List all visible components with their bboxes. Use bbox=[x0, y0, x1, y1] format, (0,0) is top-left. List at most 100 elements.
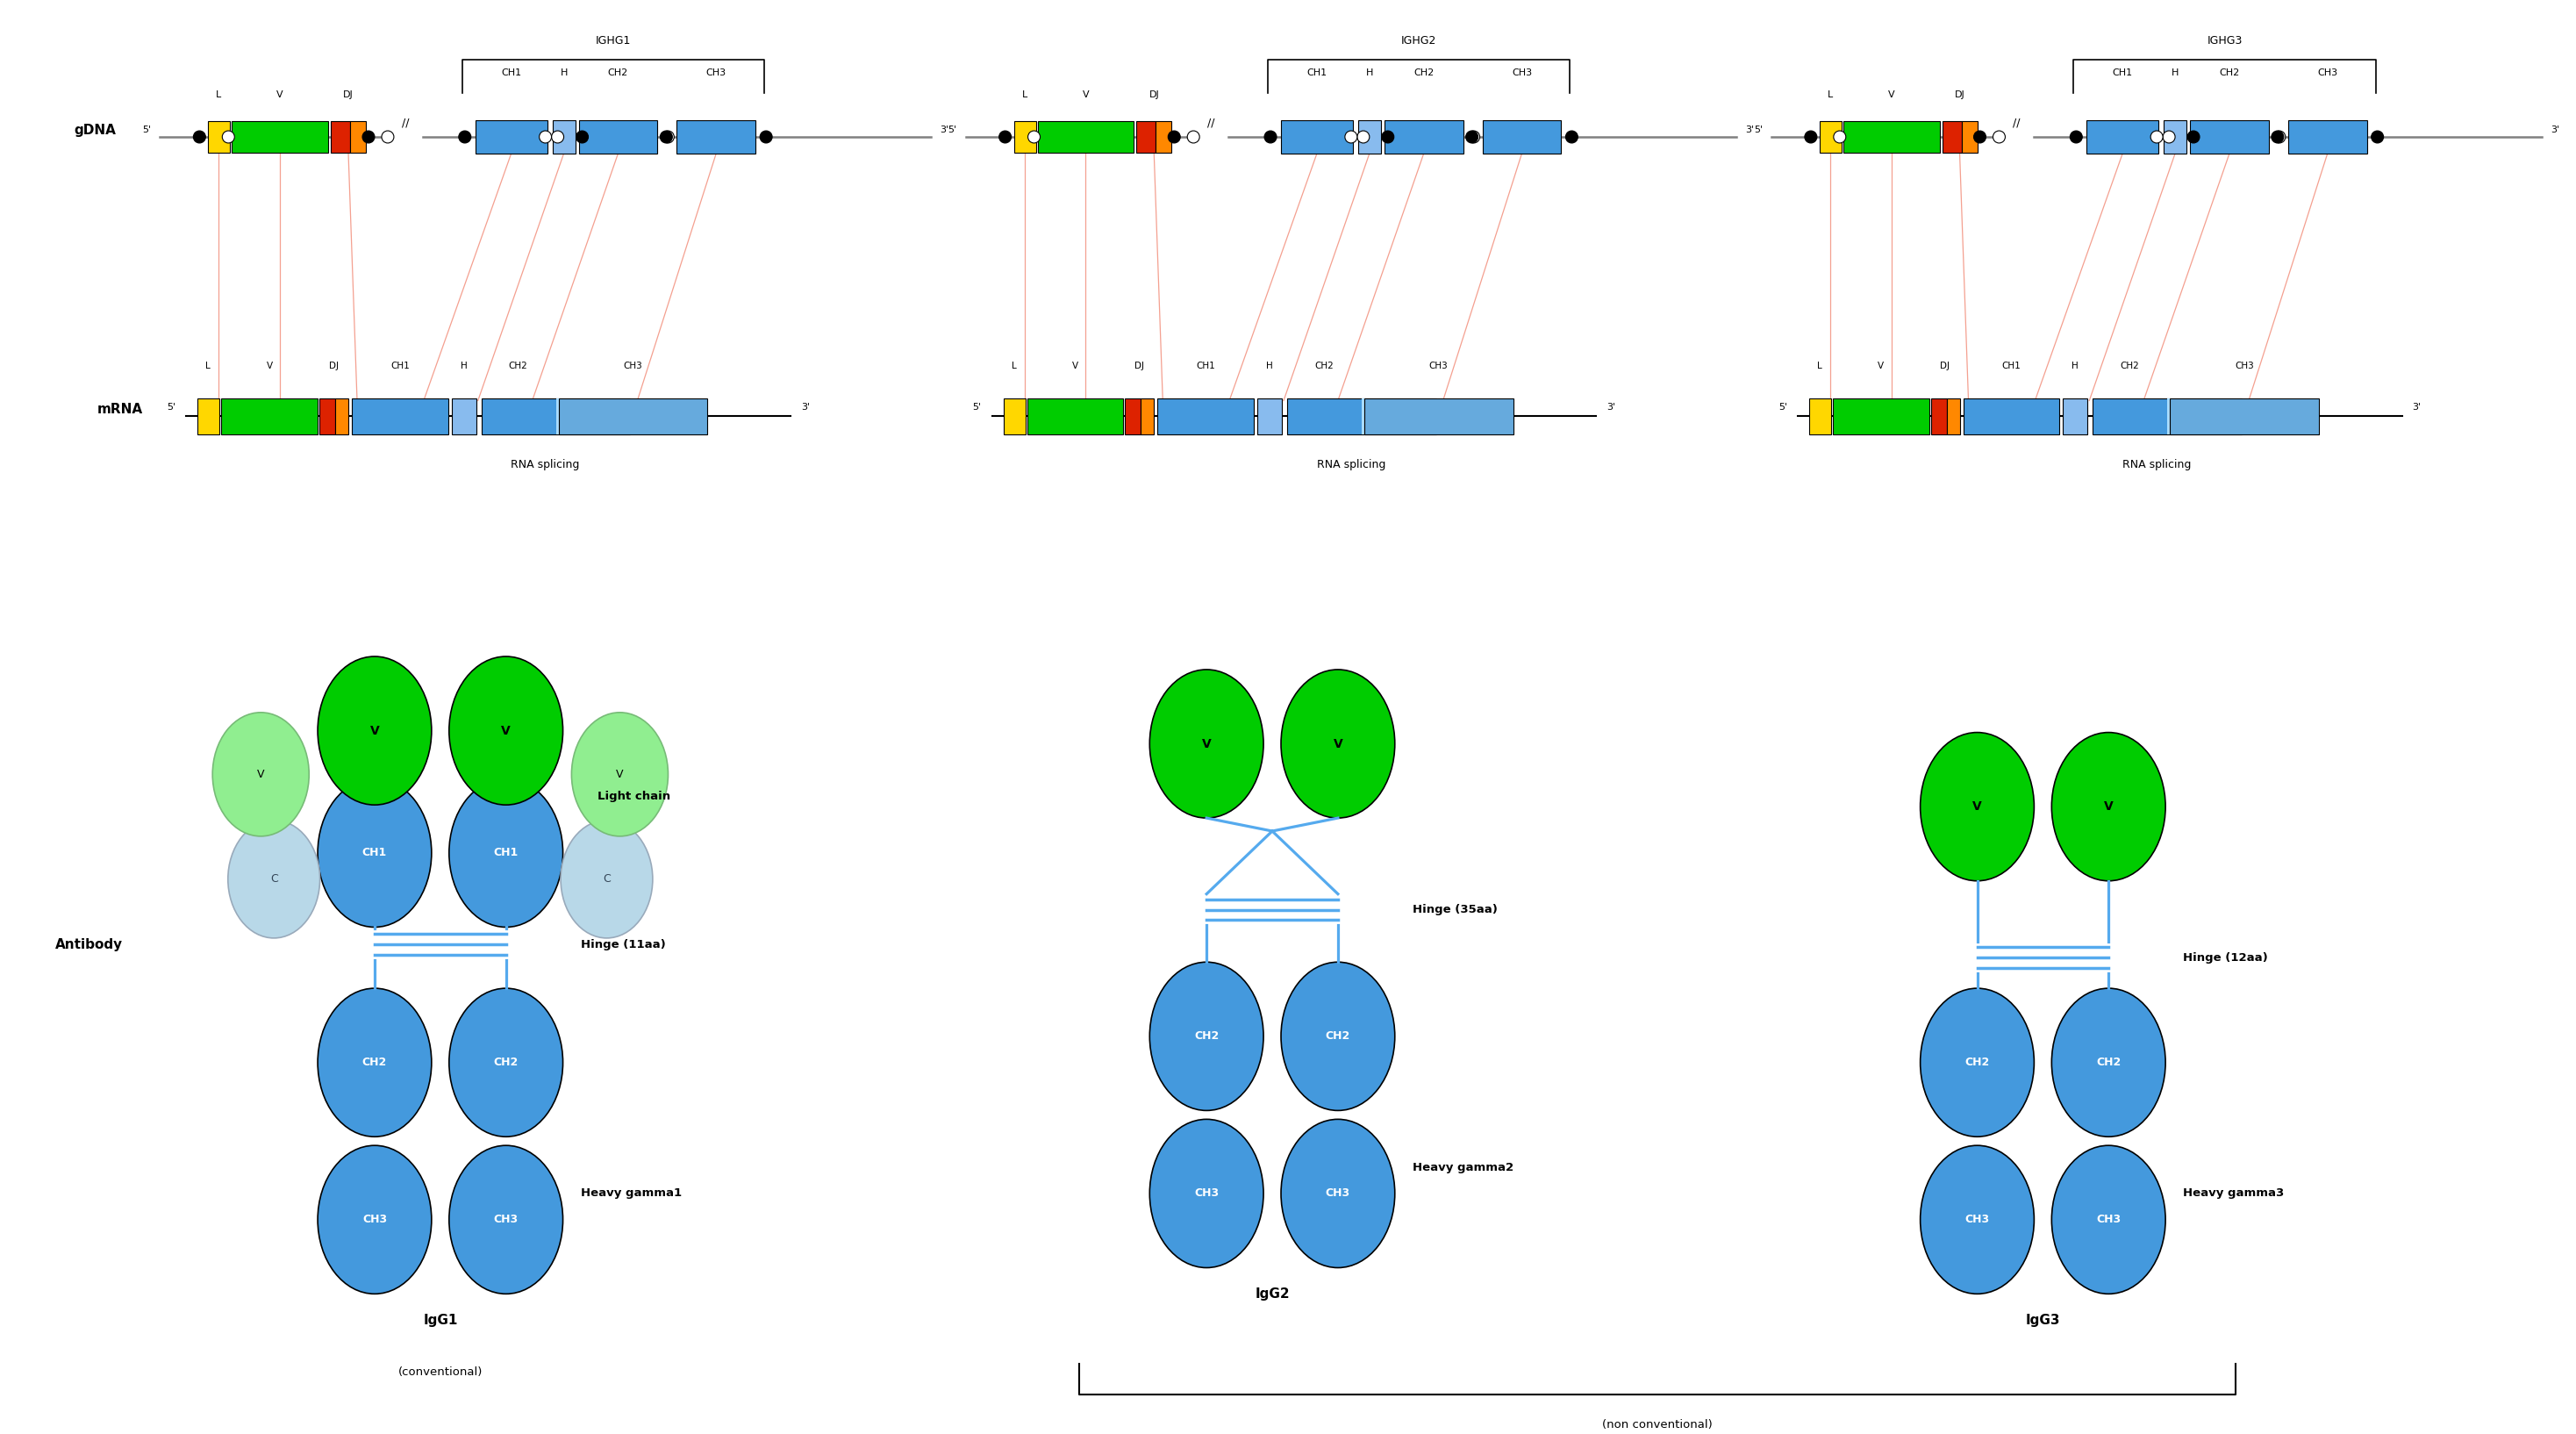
Text: CH3: CH3 bbox=[706, 69, 726, 77]
Text: Hinge (12aa): Hinge (12aa) bbox=[2182, 952, 2267, 964]
Text: Hinge (11aa): Hinge (11aa) bbox=[580, 939, 665, 951]
Circle shape bbox=[999, 130, 1012, 143]
Circle shape bbox=[2272, 130, 2285, 143]
FancyBboxPatch shape bbox=[1942, 122, 1960, 152]
Text: 3': 3' bbox=[2414, 403, 2421, 412]
Text: CH1: CH1 bbox=[502, 69, 520, 77]
Circle shape bbox=[2272, 130, 2285, 143]
Text: IgG2: IgG2 bbox=[1255, 1288, 1291, 1301]
Text: 5': 5' bbox=[948, 126, 956, 135]
Text: V: V bbox=[502, 724, 510, 737]
FancyBboxPatch shape bbox=[2164, 120, 2187, 153]
FancyBboxPatch shape bbox=[232, 122, 327, 152]
FancyBboxPatch shape bbox=[2063, 399, 2087, 435]
Text: RNA splicing: RNA splicing bbox=[2123, 459, 2192, 470]
Text: L: L bbox=[216, 90, 222, 99]
Text: //: // bbox=[2012, 116, 2020, 128]
FancyBboxPatch shape bbox=[2087, 120, 2159, 153]
FancyBboxPatch shape bbox=[559, 399, 708, 435]
Ellipse shape bbox=[448, 779, 564, 928]
Ellipse shape bbox=[317, 988, 433, 1137]
Text: V: V bbox=[1072, 361, 1079, 370]
Ellipse shape bbox=[317, 1146, 433, 1293]
Text: C: C bbox=[603, 873, 611, 885]
Text: CH2: CH2 bbox=[1195, 1031, 1218, 1043]
Text: 5': 5' bbox=[167, 403, 175, 412]
FancyBboxPatch shape bbox=[353, 399, 448, 435]
Text: CH3: CH3 bbox=[1512, 69, 1533, 77]
FancyBboxPatch shape bbox=[1038, 122, 1133, 152]
Text: IGHG3: IGHG3 bbox=[2208, 36, 2241, 46]
Text: CH3: CH3 bbox=[495, 1215, 518, 1226]
FancyBboxPatch shape bbox=[1365, 399, 1512, 435]
Text: CH2: CH2 bbox=[2218, 69, 2239, 77]
Text: H: H bbox=[1267, 361, 1273, 370]
Ellipse shape bbox=[317, 657, 433, 804]
Text: V: V bbox=[276, 90, 283, 99]
Text: gDNA: gDNA bbox=[75, 123, 116, 136]
Text: 5': 5' bbox=[1754, 126, 1762, 135]
Text: Heavy gamma3: Heavy gamma3 bbox=[2182, 1187, 2285, 1199]
Text: L: L bbox=[206, 361, 211, 370]
Text: CH2: CH2 bbox=[1965, 1057, 1989, 1068]
Text: 5': 5' bbox=[974, 403, 981, 412]
Text: CH3: CH3 bbox=[1965, 1215, 1989, 1226]
Ellipse shape bbox=[2050, 988, 2166, 1137]
Ellipse shape bbox=[1280, 962, 1394, 1110]
Text: CH1: CH1 bbox=[1195, 361, 1216, 370]
Text: Antibody: Antibody bbox=[54, 938, 124, 951]
Text: V: V bbox=[371, 724, 379, 737]
Circle shape bbox=[363, 130, 374, 143]
Text: CH3: CH3 bbox=[2097, 1215, 2120, 1226]
Text: DJ: DJ bbox=[1149, 90, 1159, 99]
Text: L: L bbox=[1826, 90, 1832, 99]
Text: IGHG1: IGHG1 bbox=[595, 36, 631, 46]
FancyBboxPatch shape bbox=[1015, 122, 1036, 152]
Ellipse shape bbox=[1149, 1120, 1262, 1268]
Text: CH2: CH2 bbox=[495, 1057, 518, 1068]
Ellipse shape bbox=[448, 988, 564, 1137]
FancyBboxPatch shape bbox=[2166, 399, 2172, 435]
Text: mRNA: mRNA bbox=[98, 403, 142, 416]
FancyBboxPatch shape bbox=[319, 399, 335, 435]
Text: V: V bbox=[1082, 90, 1090, 99]
Ellipse shape bbox=[1280, 670, 1394, 817]
FancyBboxPatch shape bbox=[2287, 120, 2367, 153]
Text: CH2: CH2 bbox=[1314, 361, 1334, 370]
FancyBboxPatch shape bbox=[330, 122, 350, 152]
FancyBboxPatch shape bbox=[1257, 399, 1283, 435]
Text: //: // bbox=[402, 116, 410, 128]
Circle shape bbox=[1466, 130, 1479, 143]
FancyBboxPatch shape bbox=[1005, 399, 1025, 435]
Text: Light chain: Light chain bbox=[598, 790, 670, 802]
Text: 5': 5' bbox=[1777, 403, 1788, 412]
Circle shape bbox=[2187, 130, 2200, 143]
Text: V: V bbox=[1203, 737, 1211, 750]
Text: CH2: CH2 bbox=[1414, 69, 1435, 77]
FancyBboxPatch shape bbox=[1383, 120, 1463, 153]
Text: C: C bbox=[270, 873, 278, 885]
Ellipse shape bbox=[227, 820, 319, 938]
Circle shape bbox=[1028, 130, 1041, 143]
FancyBboxPatch shape bbox=[1819, 122, 1842, 152]
FancyBboxPatch shape bbox=[556, 399, 562, 435]
Circle shape bbox=[1994, 130, 2004, 143]
Circle shape bbox=[1167, 130, 1180, 143]
Text: H: H bbox=[559, 69, 567, 77]
FancyBboxPatch shape bbox=[1126, 399, 1141, 435]
Circle shape bbox=[2164, 130, 2174, 143]
FancyBboxPatch shape bbox=[1960, 122, 1978, 152]
FancyBboxPatch shape bbox=[335, 399, 348, 435]
FancyBboxPatch shape bbox=[1363, 399, 1368, 435]
FancyBboxPatch shape bbox=[1288, 399, 1435, 435]
FancyBboxPatch shape bbox=[477, 120, 546, 153]
Ellipse shape bbox=[448, 657, 564, 804]
Circle shape bbox=[1345, 130, 1358, 143]
Ellipse shape bbox=[1919, 1146, 2035, 1293]
Text: 3': 3' bbox=[801, 403, 809, 412]
Text: V: V bbox=[258, 769, 265, 780]
FancyBboxPatch shape bbox=[1028, 399, 1123, 435]
FancyBboxPatch shape bbox=[1157, 399, 1255, 435]
Ellipse shape bbox=[211, 713, 309, 836]
FancyBboxPatch shape bbox=[1932, 399, 1947, 435]
